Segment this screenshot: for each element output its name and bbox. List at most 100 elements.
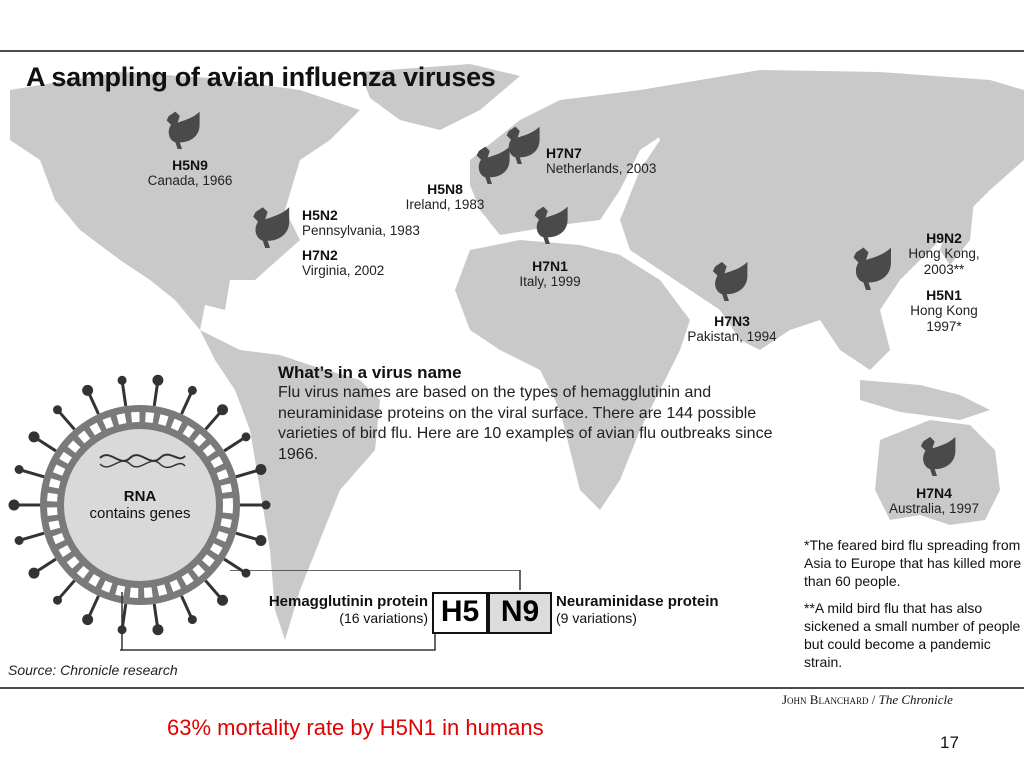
protein-spike-head [152, 624, 164, 636]
source-note: Source: Chronicle research [8, 662, 178, 678]
landmass-europe [470, 90, 700, 235]
marker-h7n3: H7N3 Pakistan, 1994 [672, 313, 792, 345]
place-label: Canada, 1966 [147, 173, 233, 188]
chicken-icon [920, 436, 956, 476]
strain-label: H7N1 [532, 258, 568, 274]
chicken-icon [253, 207, 290, 248]
credit-name: John Blanchard [782, 692, 869, 707]
protein-spike-head [187, 615, 197, 625]
protein-spike-head [52, 595, 62, 605]
code-n: N [500, 595, 523, 628]
landmass-indonesia [860, 380, 990, 420]
protein-spike [223, 557, 244, 573]
place-label-year: 1997* [926, 319, 962, 334]
protein-spike-head [52, 405, 62, 415]
protein-spike [58, 579, 76, 599]
rna-label-sub: contains genes [89, 505, 191, 522]
protein-spike-head [152, 374, 164, 386]
place-label: Australia, 1997 [888, 501, 980, 516]
protein-spike-head [217, 404, 229, 416]
figure-title: A sampling of avian influenza viruses [26, 62, 496, 92]
hemagglutinin-variations: (16 variations) [339, 610, 428, 626]
chicken-icon [712, 261, 748, 301]
protein-spike-head [28, 567, 40, 579]
code-n-box: N9 [488, 592, 552, 634]
landmass-south-america [200, 330, 380, 640]
marker-h5n1: H5N1 Hong Kong 1997* [900, 287, 988, 335]
landmass-greenland [360, 64, 520, 130]
virus-diagram [8, 374, 271, 650]
surface-proteins [8, 374, 271, 636]
marker-h7n1: H7N1 Italy, 1999 [505, 258, 595, 290]
place-label: Pennsylvania, 1983 [302, 223, 420, 238]
code-h: H [440, 595, 463, 628]
protein-spike-head [82, 614, 94, 626]
protein-spike [87, 393, 100, 415]
strain-label: H5N9 [172, 157, 208, 173]
protein-spike-head [82, 384, 94, 396]
code-leader-lines [120, 570, 521, 651]
strain-label: H5N2 [302, 207, 338, 223]
credit-sep: / [868, 692, 879, 707]
protein-spike-head [255, 464, 267, 476]
protein-spike [121, 603, 128, 626]
rna-strand [99, 453, 186, 462]
protein-spike-head [261, 500, 271, 510]
protein-spike [36, 557, 57, 573]
place-label: Virginia, 2002 [302, 263, 385, 278]
place-label: Italy, 1999 [519, 274, 581, 289]
marker-h7n4: H7N4 Australia, 1997 [872, 485, 996, 517]
chicken-icon [476, 146, 510, 184]
marker-h7n7: H7N7 Netherlands, 2003 [546, 145, 656, 177]
protein-spike-head [255, 534, 267, 546]
protein-spike [235, 469, 258, 479]
chicken-icon [534, 206, 568, 244]
strain-label: H5N8 [427, 181, 463, 197]
neuraminidase-title: Neuraminidase protein [556, 593, 719, 610]
protein-spike-head [117, 375, 127, 385]
protein-spike [223, 437, 244, 453]
strain-label: H5N1 [926, 287, 962, 303]
code-h-box: H5 [432, 592, 488, 634]
chicken-icon [166, 111, 200, 149]
rna-label-title: RNA [123, 488, 157, 505]
protein-spike [152, 603, 159, 626]
protein-spike [180, 595, 193, 617]
marker-h5n9: H5N9 Canada, 1966 [130, 157, 250, 189]
viral-core [64, 429, 216, 581]
protein-spike-head [187, 385, 197, 395]
strain-label: H7N7 [546, 145, 582, 161]
protein-spike [36, 437, 57, 453]
protein-spike-head [14, 535, 24, 545]
hemagglutinin-label: Hemagglutinin protein (16 variations) [236, 593, 428, 626]
protein-spike [58, 411, 76, 431]
place-label-year: 2003** [923, 262, 965, 277]
landmass-australia [875, 420, 1000, 525]
landmass-africa [455, 240, 690, 510]
footnote-two: **A mild bird flu that has also sickened… [804, 600, 1021, 670]
rna-strand-2 [99, 460, 186, 469]
protein-spike-head [241, 432, 251, 442]
protein-spike [204, 411, 222, 431]
protein-spike-head [8, 499, 20, 511]
strain-label: H7N3 [714, 313, 750, 329]
rna-label: RNA contains genes [70, 488, 210, 522]
place-label: Ireland, 1983 [405, 197, 485, 212]
credit-publication: The Chronicle [878, 692, 953, 707]
strain-label: H9N2 [926, 230, 962, 246]
explain-body: Flu virus names are based on the types o… [278, 384, 773, 463]
protein-spike [152, 384, 159, 407]
neuraminidase-label: Neuraminidase protein (9 variations) [556, 593, 719, 626]
marker-h5n2: H5N2 Pennsylvania, 1983 [302, 207, 420, 239]
place-label: Netherlands, 2003 [546, 161, 657, 176]
chicken-icon [506, 126, 540, 164]
marker-h7n2: H7N2 Virginia, 2002 [302, 247, 384, 279]
hemagglutinin-title: Hemagglutinin protein [268, 593, 428, 610]
avian-flu-figure: A sampling of avian influenza viruses H5… [0, 50, 1024, 690]
code-9: 9 [522, 595, 540, 628]
protein-spike-head [217, 594, 229, 606]
protein-spike [87, 595, 100, 617]
strain-label: H7N2 [302, 247, 338, 263]
protein-spike [22, 469, 45, 479]
code-5: 5 [462, 595, 480, 628]
